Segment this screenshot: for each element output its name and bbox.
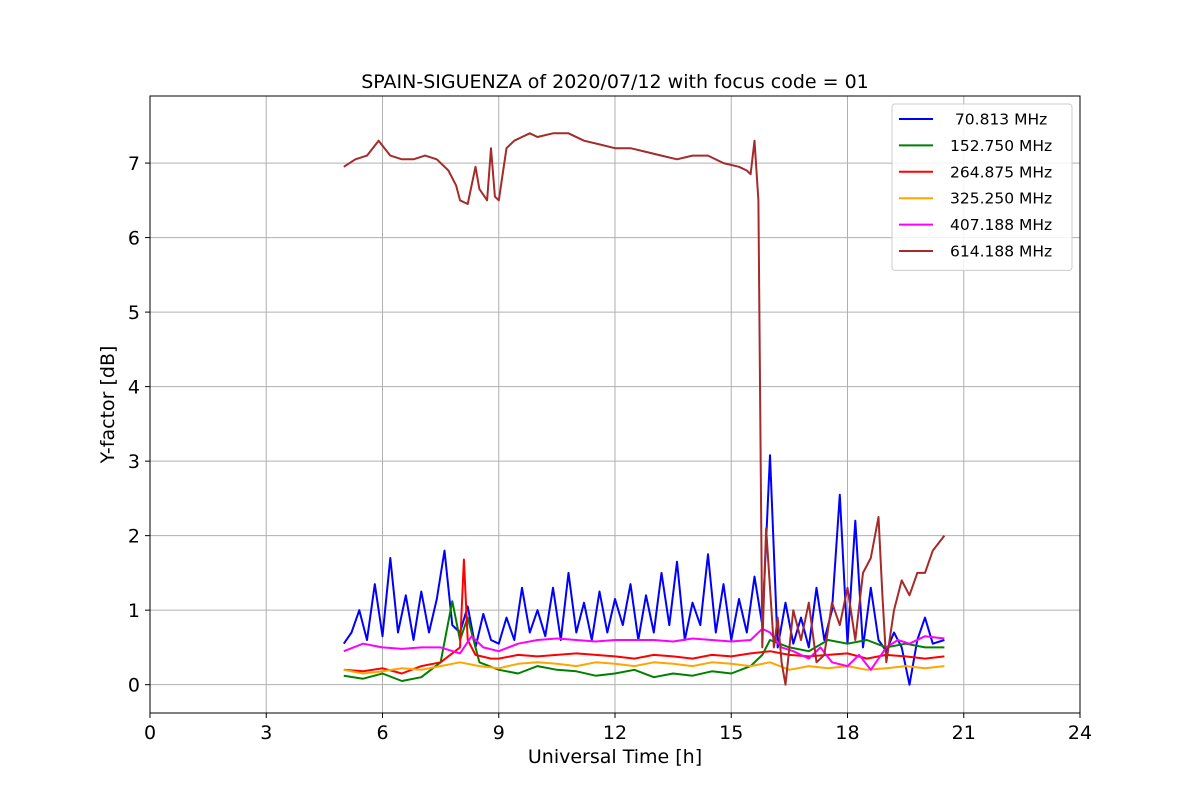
chart-title: SPAIN-SIGUENZA of 2020/07/12 with focus … <box>361 71 869 93</box>
x-tick-label: 3 <box>260 722 272 744</box>
legend-entry-label: 264.875 MHz <box>950 163 1052 181</box>
series-line-2 <box>343 600 945 682</box>
x-tick-label: 21 <box>952 722 976 744</box>
y-tick-label: 6 <box>128 228 140 250</box>
legend-entry-label: 614.188 MHz <box>950 243 1052 261</box>
legend-entry-label: 325.250 MHz <box>950 190 1052 208</box>
legend-box <box>891 103 1073 271</box>
legend-entry-label: 407.188 MHz <box>950 216 1052 234</box>
legend: 70.813 MHz 152.750 MHz 264.875 MHz 325.250 … <box>891 103 1073 271</box>
y-tick-label: 5 <box>128 302 140 324</box>
y-tick-label: 0 <box>128 675 140 697</box>
y-tick-label: 7 <box>128 153 140 175</box>
y-tick-label: 3 <box>128 451 140 473</box>
x-tick-label: 0 <box>144 722 156 744</box>
x-tick-label: 6 <box>376 722 388 744</box>
x-tick-label: 18 <box>835 722 859 744</box>
x-tick-label: 15 <box>719 722 743 744</box>
x-axis-label: Universal Time [h] <box>528 746 702 768</box>
x-tick-label: 12 <box>603 722 627 744</box>
series-line-6 <box>343 132 946 686</box>
y-tick-label: 4 <box>128 377 140 399</box>
y-tick-label: 1 <box>128 600 140 622</box>
plot-series <box>342 132 946 686</box>
x-tick-label: 24 <box>1068 722 1092 744</box>
series-line-1 <box>342 454 945 686</box>
legend-entry-label: 70.813 MHz <box>950 111 1047 129</box>
series-line-4 <box>343 661 945 675</box>
y-tick-label: 2 <box>128 526 140 548</box>
y-axis-label: Y-factor [dB] <box>97 346 119 465</box>
series-line-5 <box>343 627 945 671</box>
legend-entry-label: 152.750 MHz <box>950 137 1052 155</box>
x-tick-label: 9 <box>493 722 505 744</box>
